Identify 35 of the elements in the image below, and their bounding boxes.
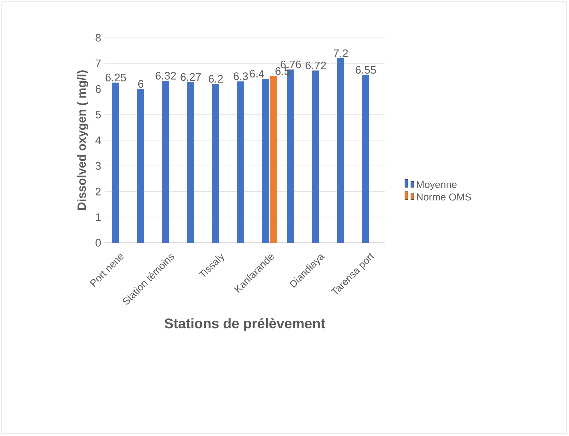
data-label: 6.2	[208, 75, 224, 83]
data-label: 6.4	[250, 70, 264, 78]
bar	[162, 81, 170, 243]
data-label: 6.25	[106, 74, 126, 82]
data-label: 6.76	[280, 60, 302, 69]
bar	[362, 75, 370, 243]
bar	[238, 82, 245, 243]
bar	[338, 58, 345, 243]
y-tick-label: 7	[96, 60, 101, 68]
bar	[112, 82, 120, 243]
y-tick-label: 3	[96, 162, 101, 170]
y-tick-label: 5	[96, 111, 102, 119]
y-tick-label: 8	[96, 34, 101, 42]
data-label: 7.2	[334, 50, 348, 58]
legend-label: Moyenne	[417, 181, 457, 190]
y-tick-label: 0	[96, 239, 102, 247]
x-axis-title: Stations de prélèvement	[164, 318, 326, 332]
data-label: 6.27	[180, 73, 202, 82]
y-tick-label: 4	[96, 136, 102, 144]
data-label: 6	[138, 80, 144, 88]
y-tick-label: 1	[96, 214, 101, 222]
y-tick-label: 6	[96, 85, 101, 94]
y-axis-title: Dissolved oxygen ( mg/l)	[77, 70, 89, 210]
y-tick-label: 2	[96, 188, 101, 196]
bar	[262, 79, 270, 243]
bar	[212, 84, 220, 243]
bar	[188, 82, 195, 243]
data-label: 6.55	[356, 66, 376, 74]
data-label: 6.72	[306, 62, 326, 70]
data-label: 6.3	[234, 72, 248, 80]
bar	[138, 89, 144, 243]
data-label: 6.32	[156, 72, 176, 80]
bar	[312, 70, 320, 243]
bar	[270, 76, 278, 243]
legend-label: Norme OMS	[417, 194, 472, 201]
